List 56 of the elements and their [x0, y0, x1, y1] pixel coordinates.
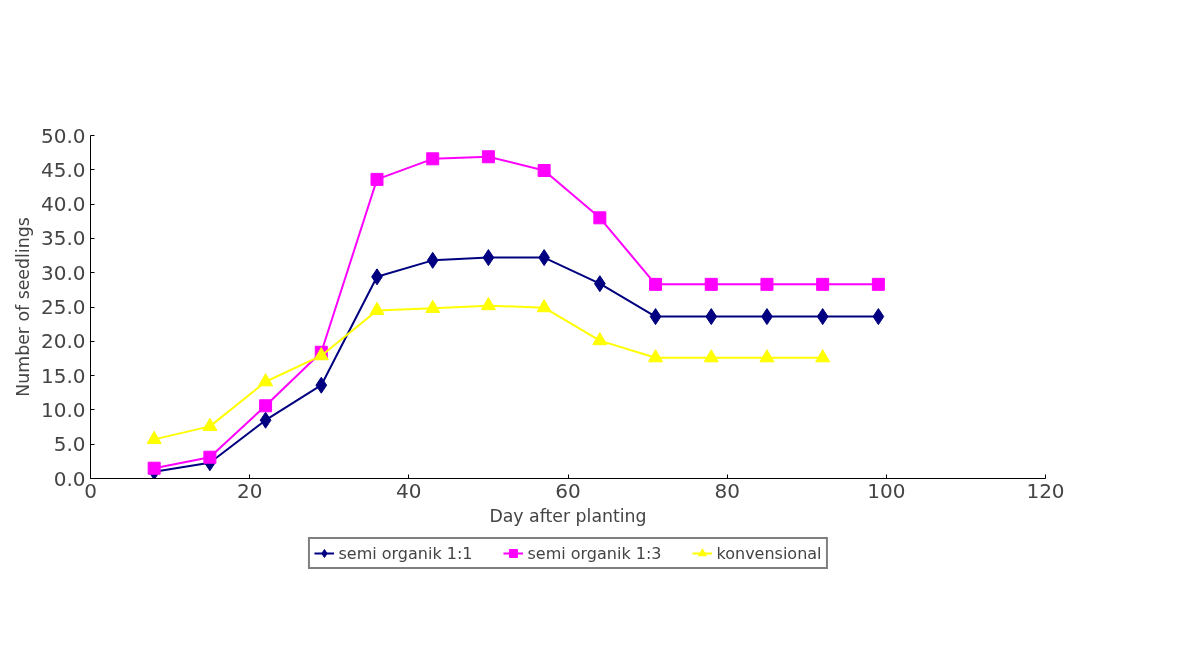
point [370, 172, 384, 186]
point [649, 277, 663, 291]
y-tick-label: 35.0 [40, 226, 86, 251]
point [592, 332, 608, 346]
point [816, 277, 830, 291]
x-tick-label: 0 [84, 478, 97, 503]
y-tick-label: 10.0 [40, 397, 86, 422]
y-tick-label: 5.0 [53, 432, 86, 457]
point [369, 301, 385, 315]
point [146, 430, 162, 444]
point [426, 251, 439, 269]
legend-label: semi organik 1:1 [338, 543, 473, 563]
y-tick-label: 45.0 [40, 157, 86, 182]
y-tick-label: 20.0 [40, 329, 86, 354]
legend-label: semi organik 1:3 [527, 543, 662, 563]
point [480, 297, 496, 311]
point [425, 299, 441, 313]
point [426, 152, 440, 166]
point [259, 411, 272, 429]
y-tick-label: 50.0 [40, 123, 86, 148]
x-axis-title: Day after planting [489, 505, 647, 526]
y-tick-label: 40.0 [40, 192, 86, 217]
point [705, 308, 718, 326]
point [536, 299, 552, 313]
point [871, 277, 885, 291]
point [258, 373, 274, 387]
legend-label: konvensional [716, 543, 822, 563]
point [537, 163, 551, 177]
point [202, 417, 218, 431]
x-tick-label: 20 [236, 478, 263, 503]
point [760, 277, 774, 291]
point [259, 399, 273, 413]
x-tick-label: 120 [1026, 478, 1065, 503]
point [593, 211, 607, 225]
x-tick-label: 60 [555, 478, 581, 503]
point [704, 277, 718, 291]
point [482, 249, 495, 267]
x-tick-label: 40 [396, 478, 422, 503]
point [649, 308, 662, 326]
y-tick-label: 0.0 [53, 466, 86, 491]
y-tick-label: 25.0 [40, 295, 86, 319]
y-axis-title: Number of seedlings [12, 217, 33, 397]
point [147, 461, 161, 475]
point [703, 349, 719, 363]
point [481, 150, 495, 164]
x-tick-label: 100 [867, 478, 906, 503]
point [872, 308, 885, 326]
point [203, 450, 217, 464]
x-tick-label: 80 [714, 478, 740, 503]
point [816, 308, 829, 326]
y-tick-label: 15.0 [40, 363, 86, 388]
point [815, 349, 831, 363]
point [648, 349, 664, 363]
point [759, 349, 775, 363]
point [315, 376, 328, 394]
y-tick-label: 30.0 [40, 260, 86, 285]
